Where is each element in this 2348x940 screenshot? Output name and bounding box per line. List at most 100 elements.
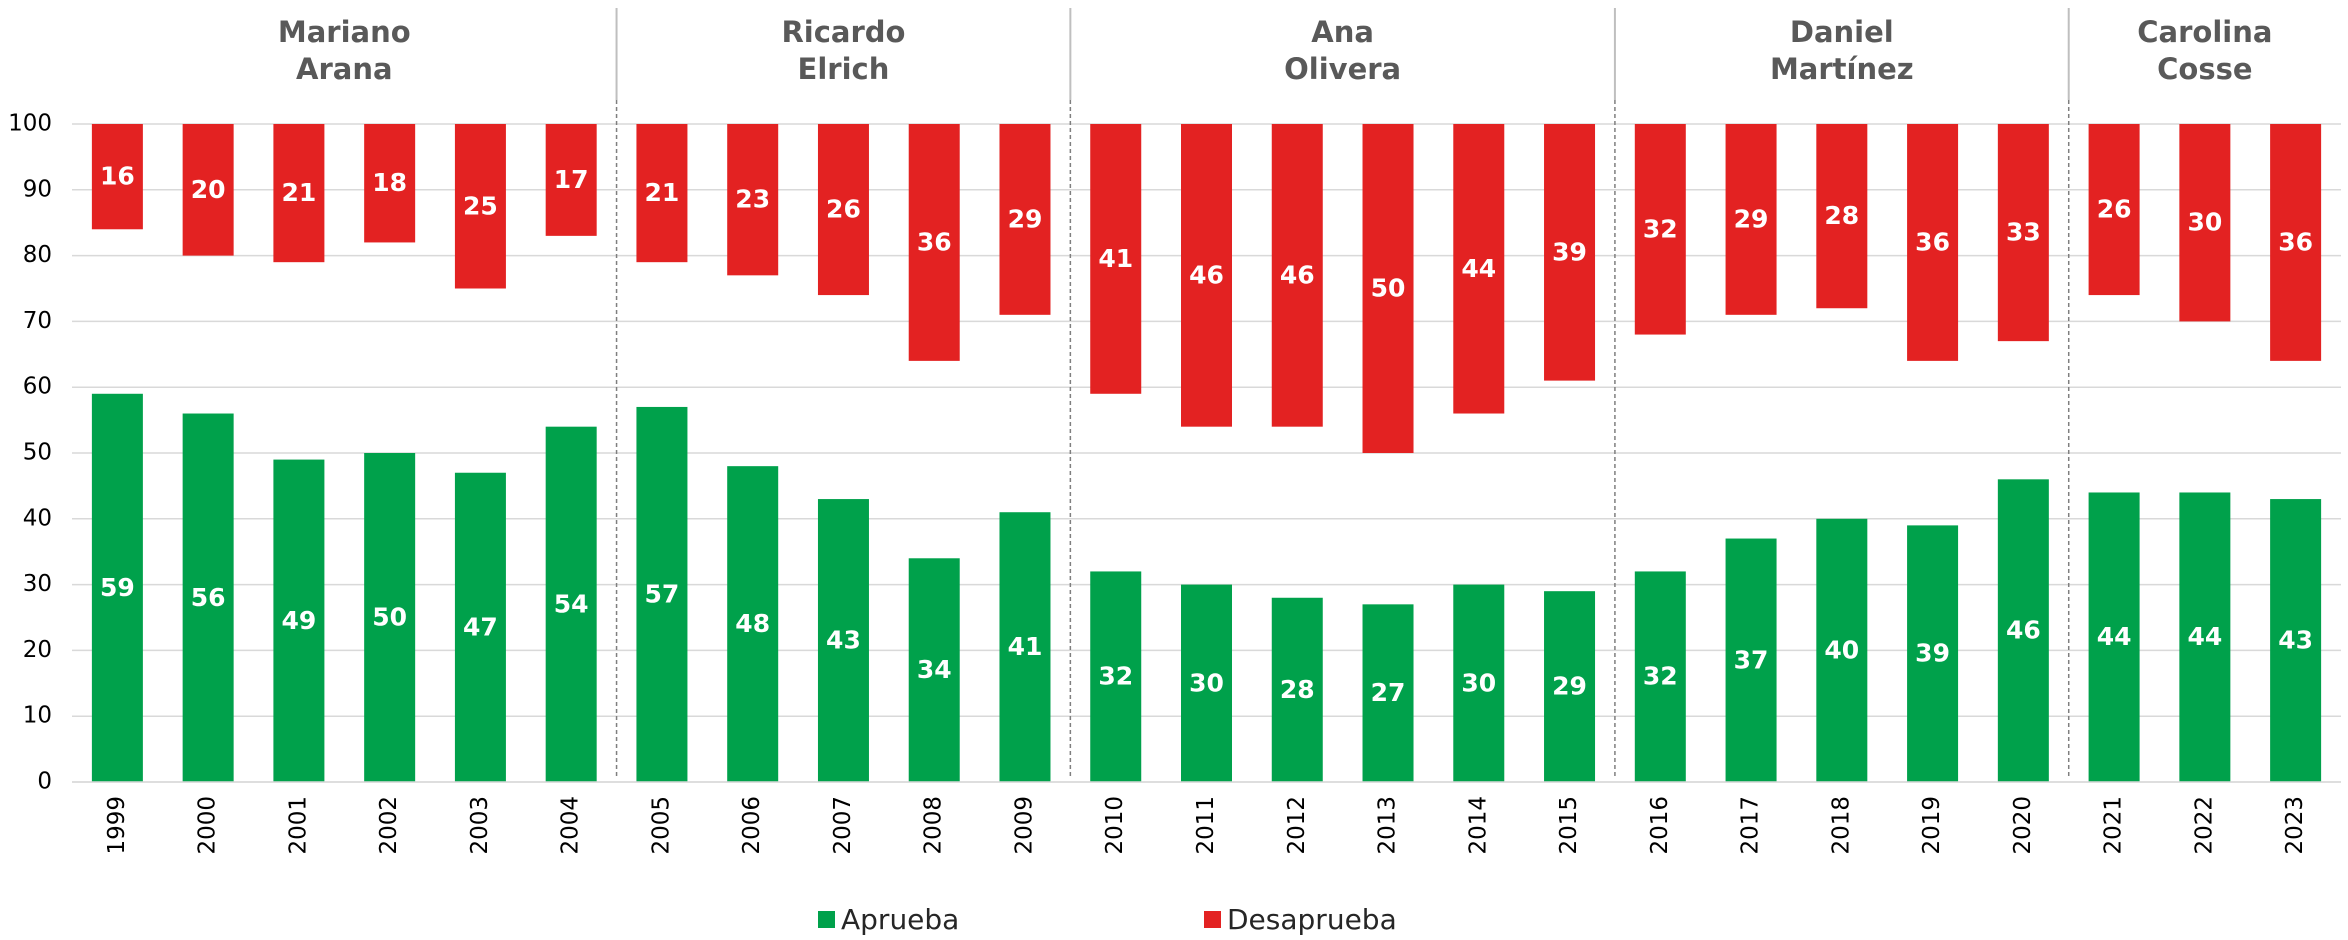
bar — [2270, 124, 2322, 361]
bar — [1907, 124, 1959, 361]
x-tick-label: 2023 — [2282, 796, 2308, 855]
group-header: Carolina Cosse — [2137, 15, 2273, 86]
group-header: Ana Olivera — [1284, 15, 1402, 86]
bar — [908, 124, 960, 361]
bar — [817, 124, 869, 296]
data-label: 26 — [826, 195, 861, 224]
data-label: 44 — [1461, 254, 1496, 283]
bar — [1816, 518, 1868, 782]
data-label: 44 — [2187, 622, 2222, 651]
data-label: 37 — [1734, 645, 1769, 674]
bar — [999, 512, 1051, 782]
data-label: 32 — [1643, 214, 1678, 243]
data-label: 30 — [1189, 668, 1224, 697]
data-label: 16 — [100, 162, 135, 191]
bar — [2088, 492, 2140, 782]
bar — [91, 393, 143, 782]
bar — [727, 466, 779, 782]
data-label: 30 — [1461, 668, 1496, 697]
data-label: 28 — [1824, 201, 1859, 230]
bar — [1544, 591, 1596, 782]
bar — [817, 499, 869, 782]
x-tick-label: 2000 — [195, 796, 221, 855]
data-label: 50 — [1371, 274, 1406, 303]
legend-swatch — [818, 911, 835, 928]
x-tick-label: 2016 — [1647, 796, 1673, 855]
bar — [1634, 124, 1686, 335]
bar — [636, 124, 688, 263]
x-tick-label: 2010 — [1102, 796, 1128, 855]
bar — [454, 124, 506, 289]
data-label: 39 — [1552, 237, 1587, 266]
bar — [364, 124, 416, 243]
bar — [1453, 584, 1505, 782]
bar — [1271, 597, 1323, 782]
data-label: 29 — [1552, 672, 1587, 701]
bar — [1362, 604, 1414, 782]
data-label: 41 — [1098, 244, 1133, 273]
bar — [545, 124, 597, 236]
bar — [1362, 124, 1414, 453]
data-label: 41 — [1008, 632, 1043, 661]
bar — [182, 124, 234, 256]
x-tick-label: 2018 — [1828, 796, 1854, 855]
data-label: 46 — [2006, 616, 2041, 645]
x-tick-label: 2013 — [1375, 796, 1401, 855]
y-tick-label: 20 — [23, 637, 52, 663]
data-label: 54 — [554, 589, 589, 618]
bar — [545, 426, 597, 782]
data-label: 43 — [826, 626, 861, 655]
bar — [91, 124, 143, 230]
bar — [2270, 499, 2322, 782]
bar — [2088, 124, 2140, 296]
bar — [908, 558, 960, 782]
bar — [273, 124, 325, 263]
bar — [1997, 479, 2049, 782]
legend-label: Aprueba — [841, 903, 959, 936]
bar — [1725, 124, 1777, 315]
x-tick-label: 2001 — [285, 796, 311, 855]
x-tick-label: 2014 — [1465, 796, 1491, 855]
x-tick-label: 2017 — [1738, 796, 1764, 855]
x-tick-label: 2003 — [467, 796, 493, 855]
group-header: Daniel Martínez — [1769, 15, 1914, 86]
y-tick-label: 40 — [23, 505, 52, 531]
y-tick-label: 0 — [37, 769, 52, 795]
data-label: 20 — [191, 175, 226, 204]
data-label: 44 — [2097, 622, 2132, 651]
x-tick-label: 2021 — [2101, 796, 2127, 855]
x-tick-label: 2008 — [921, 796, 947, 855]
data-label: 25 — [463, 191, 498, 220]
bar — [182, 413, 234, 782]
group-header: Ricardo Elrich — [781, 15, 906, 86]
bar — [1544, 124, 1596, 381]
bar — [1181, 584, 1232, 782]
data-label: 32 — [1643, 662, 1678, 691]
bar — [1090, 571, 1142, 782]
x-tick-label: 2007 — [830, 796, 856, 855]
y-tick-label: 100 — [8, 111, 52, 137]
bar — [273, 459, 325, 782]
bar — [1816, 124, 1868, 309]
data-label: 59 — [100, 573, 135, 602]
x-tick-label: 2009 — [1011, 796, 1037, 855]
data-label: 57 — [645, 579, 680, 608]
data-label: 18 — [372, 168, 407, 197]
legend-swatch — [1204, 911, 1221, 928]
data-label: 21 — [282, 178, 317, 207]
data-label: 17 — [554, 165, 589, 194]
bar — [1090, 124, 1142, 394]
data-label: 26 — [2097, 195, 2132, 224]
bar — [1997, 124, 2049, 342]
data-label: 34 — [917, 655, 952, 684]
bar — [2179, 492, 2231, 782]
data-label: 43 — [2278, 626, 2313, 655]
legend-label: Desaprueba — [1227, 903, 1397, 936]
x-tick-label: 2022 — [2191, 796, 2217, 855]
bar — [2179, 124, 2231, 322]
data-label: 56 — [191, 583, 226, 612]
y-tick-label: 80 — [23, 242, 52, 268]
x-tick-label: 2004 — [558, 796, 584, 855]
